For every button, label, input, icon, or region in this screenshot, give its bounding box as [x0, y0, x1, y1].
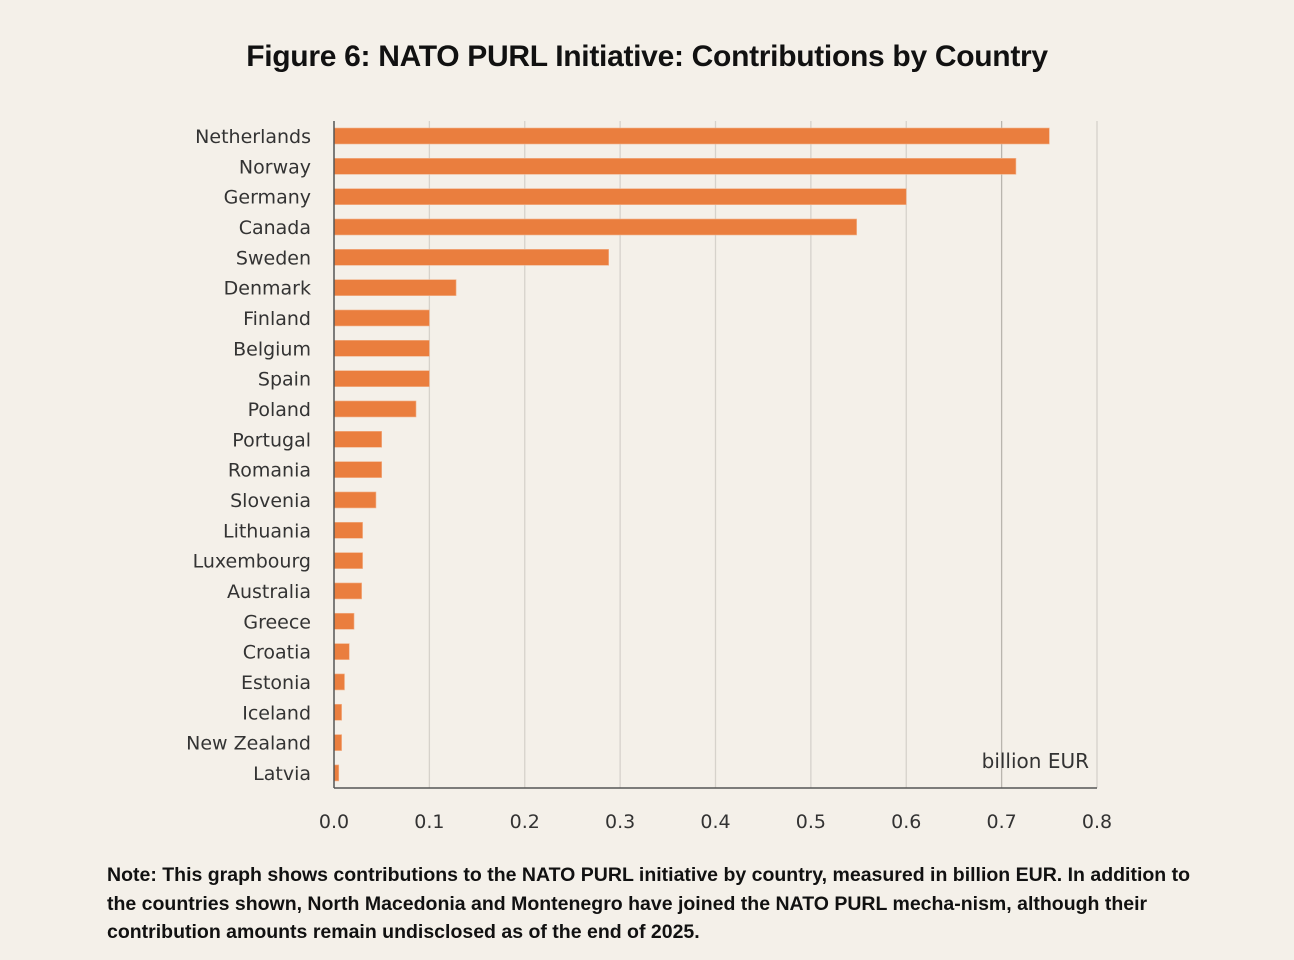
bar [333, 309, 430, 327]
category-label: New Zealand [186, 733, 311, 755]
category-label: Lithuania [223, 520, 311, 542]
category-label: Sweden [236, 247, 311, 269]
category-label: Portugal [232, 429, 311, 451]
x-tick-label: 0.1 [414, 811, 444, 833]
bar [333, 340, 430, 357]
category-label: Iceland [242, 702, 311, 724]
category-label: Belgium [233, 338, 311, 360]
x-tick-label: 0.6 [891, 811, 921, 833]
category-label: Germany [224, 187, 311, 209]
bars [333, 127, 1050, 782]
x-tick-label: 0.2 [510, 811, 540, 833]
category-label: Netherlands [195, 126, 311, 148]
bar [333, 249, 609, 266]
chart-note: Note: This graph shows contributions to … [107, 864, 1191, 943]
category-label: Finland [243, 308, 311, 330]
bar [333, 127, 1050, 145]
bar [333, 521, 363, 539]
bar [333, 552, 363, 569]
bar [333, 612, 355, 630]
category-label: Poland [248, 399, 311, 421]
x-tick-label: 0.5 [796, 811, 826, 833]
unit-label: billion EUR [982, 749, 1089, 773]
category-label: Norway [239, 156, 311, 178]
category-label: Australia [227, 581, 311, 603]
bar-chart: Netherlands Norway Germany Canada Sweden Denm… [186, 121, 1112, 833]
bar [333, 582, 362, 600]
category-label: Latvia [253, 763, 311, 785]
category-label: Slovenia [230, 490, 311, 512]
bar [333, 430, 382, 448]
bar [333, 491, 377, 509]
category-labels: Netherlands Norway Germany Canada Sweden Denm… [186, 126, 311, 785]
x-tick-labels: 0.0 0.1 0.2 0.3 0.4 0.5 0.6 0.7 0.8 [319, 811, 1112, 833]
bar [333, 279, 457, 296]
category-label: Denmark [224, 278, 311, 300]
bar [333, 734, 342, 751]
bar [333, 188, 907, 205]
bar [333, 703, 342, 721]
x-tick-label: 0.8 [1082, 811, 1112, 833]
category-label: Estonia [241, 672, 311, 694]
x-tick-label: 0.7 [987, 811, 1017, 833]
x-tick-label: 0.3 [605, 811, 635, 833]
bar [333, 370, 430, 387]
category-label: Croatia [243, 642, 311, 664]
bar [333, 400, 417, 418]
bar [333, 461, 382, 478]
category-label: Luxembourg [193, 551, 311, 573]
x-tick-label: 0.4 [700, 811, 730, 833]
x-tick-label: 0.0 [319, 811, 349, 833]
bar [333, 673, 345, 691]
category-label: Spain [258, 369, 311, 391]
category-label: Romania [228, 460, 311, 482]
bar [333, 218, 857, 236]
category-label: Greece [243, 611, 311, 633]
bar [333, 643, 350, 660]
chart-title: Figure 6: NATO PURL Initiative: Contribu… [246, 40, 1048, 73]
category-label: Canada [239, 217, 311, 239]
bar [333, 158, 1017, 175]
